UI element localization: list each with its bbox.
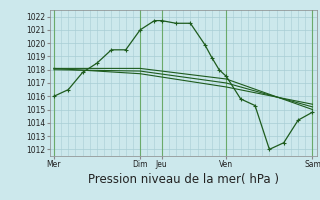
X-axis label: Pression niveau de la mer( hPa ): Pression niveau de la mer( hPa ): [88, 173, 279, 186]
